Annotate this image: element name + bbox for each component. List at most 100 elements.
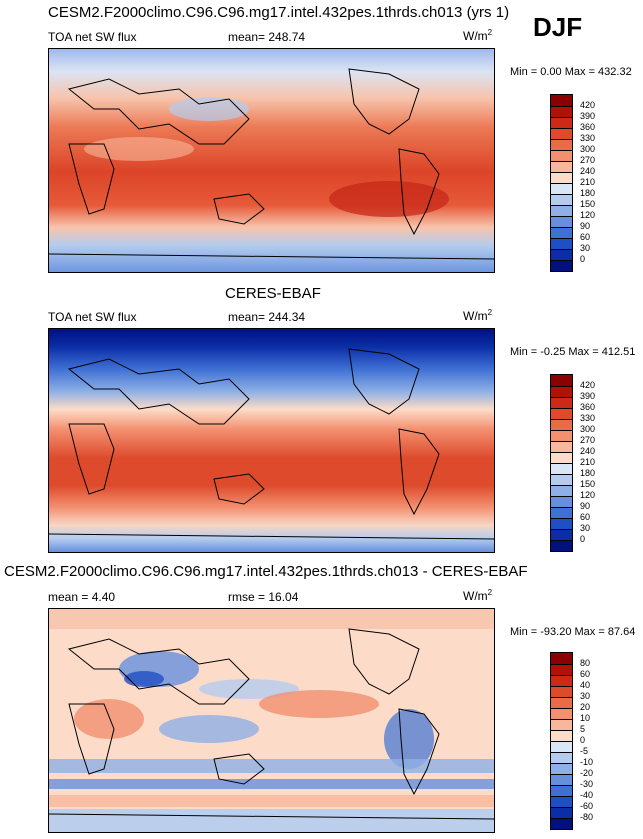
panel-1-mean-label: mean= 248.74 (228, 30, 306, 44)
colorbar-segment (551, 507, 572, 518)
panel-1-tick: 60 (580, 232, 591, 242)
panel-2-tick: 240 (580, 446, 596, 456)
panel-3-minmax: Min = -93.20 Max = 87.64 (510, 626, 636, 638)
panel-1-tick: 270 (580, 155, 596, 165)
colorbar-segment (551, 719, 572, 730)
panel-2-tick: 330 (580, 413, 596, 423)
panel-2-tick: 300 (580, 424, 596, 434)
panel-3-tick: -40 (580, 790, 594, 800)
colorbar-segment (551, 260, 572, 271)
colorbar-segment (551, 741, 572, 752)
panel-2-tick: 420 (580, 380, 596, 390)
panel-2-map-field (49, 329, 494, 552)
panel-2-tick: 390 (580, 391, 596, 401)
colorbar-segment (551, 419, 572, 430)
panel-2-mean-label: mean= 244.34 (228, 310, 306, 324)
season-label: DJF (533, 12, 583, 42)
panel-2-tick: 90 (580, 501, 591, 511)
colorbar-segment (551, 183, 572, 194)
panel-1-tick: 420 (580, 100, 596, 110)
panel-3-tick: -60 (580, 801, 594, 811)
colorbar-segment (551, 205, 572, 216)
colorbar-segment (551, 194, 572, 205)
panel-1-variable-label: TOA net SW flux (48, 30, 137, 44)
colorbar-segment (551, 708, 572, 719)
panel-3-title: CESM2.F2000climo.C96.C96.mg17.intel.432p… (4, 563, 528, 580)
panel-1-tick: 30 (580, 243, 591, 253)
panel-3-tick: -10 (580, 757, 594, 767)
panel-2-map (48, 328, 495, 553)
panel-2-unit-label: W/m2 (463, 308, 493, 323)
panel-3-mean-label: mean = 4.40 (48, 590, 116, 604)
panel-2-title: CERES-EBAF (225, 285, 321, 302)
panel-2-tick: 150 (580, 479, 596, 489)
panel-1-tick: 330 (580, 133, 596, 143)
panel-1-tick: 180 (580, 188, 596, 198)
colorbar-segment (551, 375, 572, 386)
panel-1-tick: 150 (580, 199, 596, 209)
panel-3-tick: 0 (580, 735, 586, 745)
panel-2-variable-label: TOA net SW flux (48, 310, 137, 324)
colorbar-segment (551, 697, 572, 708)
panel-1-tick: 0 (580, 254, 586, 264)
panel-1-map (48, 48, 495, 273)
colorbar-segment (551, 452, 572, 463)
panel-3-unit-label: W/m2 (463, 588, 493, 603)
colorbar-segment (551, 95, 572, 106)
panel-1-tick: 90 (580, 221, 591, 231)
panel-3-colorbar (550, 652, 573, 830)
colorbar-segment (551, 785, 572, 796)
panel-2-tick: 270 (580, 435, 596, 445)
panel-3-map (48, 608, 495, 833)
colorbar-segment (551, 227, 572, 238)
colorbar-segment (551, 249, 572, 260)
colorbar-segment (551, 807, 572, 818)
panel-1-colorbar (550, 94, 573, 272)
panel-1-tick: 120 (580, 210, 596, 220)
panel-2-tick: 360 (580, 402, 596, 412)
colorbar-segment (551, 386, 572, 397)
colorbar-segment (551, 686, 572, 697)
panel-3-rmse-label: rmse = 16.04 (228, 590, 299, 604)
panel-3-tick: 30 (580, 691, 591, 701)
panel-2-colorbar (550, 374, 573, 552)
colorbar-segment (551, 139, 572, 150)
panel-3-tick: 5 (580, 724, 586, 734)
colorbar-segment (551, 763, 572, 774)
colorbar-segment (551, 796, 572, 807)
panel-3-tick: 20 (580, 702, 591, 712)
panel-1-title: CESM2.F2000climo.C96.C96.mg17.intel.432p… (48, 4, 510, 21)
colorbar-segment (551, 496, 572, 507)
colorbar-segment (551, 730, 572, 741)
colorbar-segment (551, 172, 572, 183)
panel-3-tick: 40 (580, 680, 591, 690)
colorbar-segment (551, 485, 572, 496)
colorbar-segment (551, 518, 572, 529)
panel-3-tick: -80 (580, 812, 594, 822)
panel-3-map-field (49, 609, 494, 832)
panel-3-tick: -30 (580, 779, 594, 789)
panel-1-tick: 210 (580, 177, 596, 187)
colorbar-segment (551, 441, 572, 452)
panel-2-tick: 180 (580, 468, 596, 478)
panel-3-tick: -20 (580, 768, 594, 778)
panel-1-tick: 240 (580, 166, 596, 176)
panel-2-minmax: Min = -0.25 Max = 412.51 (510, 346, 636, 358)
panel-3-tick: 80 (580, 658, 591, 668)
colorbar-segment (551, 474, 572, 485)
colorbar-segment (551, 774, 572, 785)
colorbar-segment (551, 664, 572, 675)
panel-3-tick: 60 (580, 669, 591, 679)
panel-3-tick: 10 (580, 713, 591, 723)
panel-1-minmax: Min = 0.00 Max = 432.32 (510, 66, 632, 78)
colorbar-segment (551, 117, 572, 128)
colorbar-segment (551, 529, 572, 540)
colorbar-segment (551, 675, 572, 686)
colorbar-segment (551, 653, 572, 664)
panel-1-tick: 390 (580, 111, 596, 121)
colorbar-segment (551, 818, 572, 829)
panel-1-map-field (49, 49, 494, 272)
colorbar-segment (551, 238, 572, 249)
colorbar-segment (551, 128, 572, 139)
colorbar-segment (551, 150, 572, 161)
